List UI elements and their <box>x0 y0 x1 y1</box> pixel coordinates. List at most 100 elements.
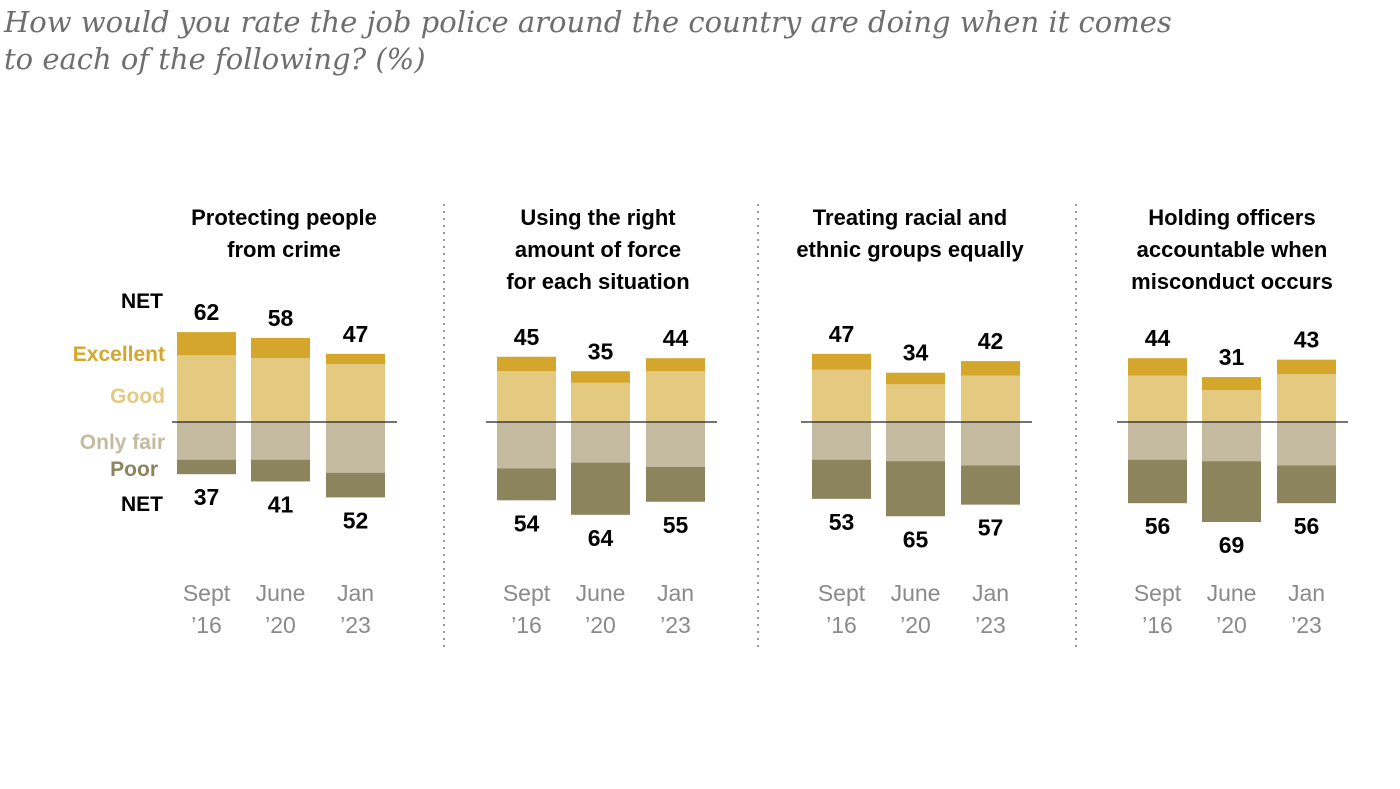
bar-poor <box>1202 461 1261 523</box>
chart-title-line-2: to each of the following? (%) <box>4 42 426 76</box>
value-label-negative-net: 53 <box>829 509 855 535</box>
panel-1: Protecting people from crime 62 37 Sept ’16 58… <box>172 205 397 638</box>
panel-4: Holding officers accountable when miscondu… <box>1117 205 1348 638</box>
bar-poor <box>497 468 556 501</box>
bar-excellent <box>1128 358 1187 376</box>
bar-only-fair <box>1277 422 1336 466</box>
bar-good <box>177 355 236 422</box>
bar-poor <box>1277 465 1336 504</box>
panel-title: Holding officers <box>1148 205 1315 230</box>
x-tick-label: June <box>1207 580 1257 606</box>
value-label-positive-net: 42 <box>978 328 1004 354</box>
bar-good <box>1128 375 1187 422</box>
value-label-negative-net: 54 <box>514 510 540 536</box>
bar-only-fair <box>177 422 236 460</box>
bar-good <box>251 358 310 422</box>
bar-good <box>961 375 1020 422</box>
bar-excellent <box>497 356 556 372</box>
bar-only-fair <box>961 422 1020 466</box>
bar-good <box>812 369 871 422</box>
bar-poor <box>177 459 236 475</box>
panel-title: Treating racial and <box>813 205 1007 230</box>
value-label-positive-net: 45 <box>514 324 540 350</box>
x-tick-label: Jan <box>1288 580 1325 606</box>
x-tick-label: June <box>891 580 941 606</box>
value-label-negative-net: 41 <box>268 491 294 517</box>
x-tick-label: Sept <box>1134 580 1182 606</box>
bar-only-fair <box>326 422 385 473</box>
bar-good <box>646 371 705 422</box>
legend-good: Good <box>110 385 165 408</box>
bar-excellent <box>326 353 385 364</box>
bar-excellent <box>961 361 1020 376</box>
value-label-negative-net: 52 <box>343 507 369 533</box>
legend-only-fair: Only fair <box>80 431 165 454</box>
x-tick-label: Sept <box>503 580 551 606</box>
panel-3: Treating racial and ethnic groups equally… <box>796 205 1032 638</box>
panel-title: from crime <box>227 237 341 262</box>
bar-good <box>1277 374 1336 422</box>
x-tick-label: Sept <box>183 580 231 606</box>
panel-title: amount of force <box>515 237 681 262</box>
panel-title: Using the right <box>520 205 676 230</box>
bar-excellent <box>1277 359 1336 375</box>
value-label-positive-net: 44 <box>1145 325 1171 351</box>
value-label-negative-net: 65 <box>903 526 929 552</box>
bar-good <box>497 371 556 422</box>
x-tick-label: Jan <box>337 580 374 606</box>
value-label-positive-net: 47 <box>829 321 855 347</box>
x-tick-label: ’20 <box>265 612 296 638</box>
x-tick-label: ’20 <box>1216 612 1247 638</box>
bar-poor <box>326 472 385 498</box>
x-tick-label: ’23 <box>975 612 1006 638</box>
bar-good <box>326 364 385 422</box>
bar-poor <box>571 462 630 515</box>
value-label-negative-net: 57 <box>978 515 1004 541</box>
x-tick-label: ’23 <box>660 612 691 638</box>
bar-good <box>886 384 945 422</box>
bar-excellent <box>177 332 236 356</box>
bar-poor <box>886 461 945 517</box>
legend-excellent: Excellent <box>73 343 165 366</box>
panel-title: Protecting people <box>191 205 377 230</box>
value-label-positive-net: 35 <box>588 338 614 364</box>
value-label-positive-net: 31 <box>1219 344 1245 370</box>
value-label-positive-net: 58 <box>268 305 294 331</box>
x-tick-label: Sept <box>818 580 866 606</box>
panel-title: ethnic groups equally <box>796 237 1024 262</box>
bar-only-fair <box>1202 422 1261 462</box>
x-tick-label: ’16 <box>511 612 542 638</box>
bar-poor <box>961 465 1020 505</box>
x-tick-label: Jan <box>657 580 694 606</box>
panel-title: accountable when <box>1137 237 1328 262</box>
bar-poor <box>251 459 310 482</box>
panel-title: for each situation <box>506 269 689 294</box>
bar-poor <box>646 466 705 502</box>
x-tick-label: June <box>256 580 306 606</box>
chart-panels: Protecting people from crime 62 37 Sept ’16 58… <box>172 204 1348 648</box>
legend-poor: Poor <box>110 458 158 481</box>
bar-only-fair <box>1128 422 1187 460</box>
bar-good <box>571 382 630 422</box>
bar-excellent <box>251 337 310 359</box>
value-label-negative-net: 56 <box>1145 513 1171 539</box>
value-label-positive-net: 43 <box>1294 327 1320 353</box>
panel-title: misconduct occurs <box>1131 269 1333 294</box>
bar-excellent <box>1202 377 1261 391</box>
bar-excellent <box>886 372 945 385</box>
legend-net-bottom: NET <box>121 493 163 516</box>
value-label-negative-net: 37 <box>194 484 220 510</box>
value-label-negative-net: 55 <box>663 512 689 538</box>
bar-good <box>1202 390 1261 422</box>
value-label-negative-net: 64 <box>588 525 614 551</box>
legend-net-top: NET <box>121 290 163 313</box>
bar-excellent <box>646 358 705 372</box>
bar-only-fair <box>886 422 945 462</box>
x-tick-label: ’20 <box>585 612 616 638</box>
value-label-negative-net: 69 <box>1219 532 1245 558</box>
panel-2: Using the right amount of force for each s… <box>486 205 717 638</box>
x-tick-label: ’23 <box>1291 612 1322 638</box>
bar-excellent <box>571 371 630 383</box>
x-tick-label: ’23 <box>340 612 371 638</box>
